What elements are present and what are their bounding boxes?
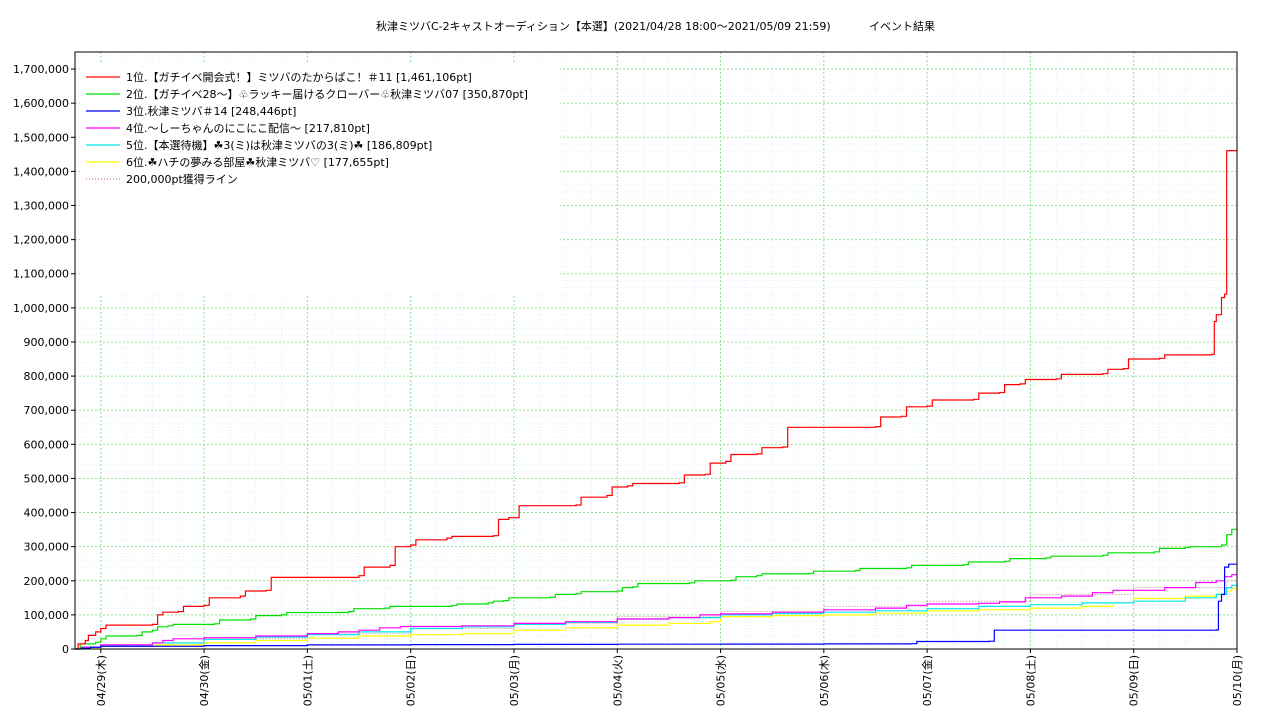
- chart-title: 秋津ミツバC-2キャストオーディション【本選】(2021/04/28 18:00…: [376, 19, 831, 33]
- series-line-3: [75, 563, 1237, 650]
- y-tick-label: 1,500,000: [13, 131, 69, 144]
- plot-frame: [74, 51, 1238, 650]
- x-tick-label: 04/30(金): [197, 655, 211, 706]
- series-line-4: [75, 574, 1237, 650]
- y-tick-label: 1,400,000: [13, 165, 69, 178]
- x-tick-label: 05/05(水): [715, 655, 728, 706]
- x-tick-label: 05/09(日): [1128, 655, 1141, 706]
- y-tick-label: 0: [62, 643, 69, 656]
- legend-background: [80, 64, 560, 294]
- legend-entry: 3位.秋津ミツバ＃14 [248,446pt]: [126, 104, 296, 118]
- x-tick-label: 05/08(土): [1024, 655, 1037, 706]
- x-axis: 04/29(木) 04/30(金) 05/01(土) 05/02(日) 05/03(月)…: [95, 649, 1244, 706]
- x-tick-label: 05/02(日): [405, 655, 418, 706]
- y-tick-label: 1,100,000: [13, 268, 69, 281]
- legend: 1位.【ガチイベ開会式！】ミツバのたからばこ！＃11 [1,461,106pt]…: [80, 64, 560, 294]
- legend-entry: 5位.【本選待機】☘3(ミ)は秋津ミツバの3(ミ)☘ [186,809pt]: [126, 138, 432, 152]
- y-tick-label: 1,200,000: [13, 234, 69, 247]
- legend-entry: 1位.【ガチイベ開会式！】ミツバのたからばこ！＃11 [1,461,106pt]: [126, 70, 472, 84]
- legend-entry: 4位.〜しーちゃんのにこにこ配信〜 [217,810pt]: [126, 121, 370, 135]
- series-layer: [75, 150, 1237, 650]
- y-tick-label: 400,000: [24, 507, 70, 520]
- y-tick-label: 200,000: [24, 575, 70, 588]
- y-tick-label: 1,300,000: [13, 200, 69, 213]
- y-tick-label: 600,000: [24, 438, 70, 451]
- grid-lines: [75, 52, 1237, 649]
- x-tick-label: 05/06(木): [818, 655, 831, 706]
- legend-entry: 200,000pt獲得ライン: [126, 173, 238, 186]
- chart-subtitle: イベント結果: [869, 19, 935, 33]
- y-tick-label: 300,000: [24, 541, 70, 554]
- legend-entry: 2位.【ガチイベ28〜】♧ラッキー届けるクローバー♧秋津ミツバ07 [350,8…: [126, 87, 528, 101]
- x-tick-label: 05/10(月): [1231, 655, 1244, 706]
- y-axis: 0 100,000 200,000 300,000 400,000 500,000 600,…: [13, 63, 75, 656]
- series-line-2: [75, 528, 1237, 650]
- y-tick-label: 500,000: [24, 472, 70, 485]
- y-tick-label: 700,000: [24, 404, 70, 417]
- series-line-7: [75, 580, 1237, 650]
- y-tick-label: 1,600,000: [13, 97, 69, 110]
- x-tick-label: 05/07(金): [920, 655, 934, 706]
- x-tick-label: 04/29(木): [95, 655, 108, 706]
- y-tick-label: 900,000: [24, 336, 70, 349]
- y-tick-label: 1,700,000: [13, 63, 69, 76]
- series-line-1: [75, 150, 1237, 650]
- x-tick-label: 05/01(土): [301, 655, 314, 706]
- y-tick-label: 1,000,000: [13, 302, 69, 315]
- y-tick-label: 800,000: [24, 370, 70, 383]
- x-tick-label: 05/03(月): [508, 655, 521, 706]
- y-tick-label: 100,000: [24, 609, 70, 622]
- legend-entry: 6位.☘ハチの夢みる部屋☘秋津ミツバ♡ [177,655pt]: [126, 155, 389, 169]
- x-tick-label: 05/04(火): [611, 655, 624, 706]
